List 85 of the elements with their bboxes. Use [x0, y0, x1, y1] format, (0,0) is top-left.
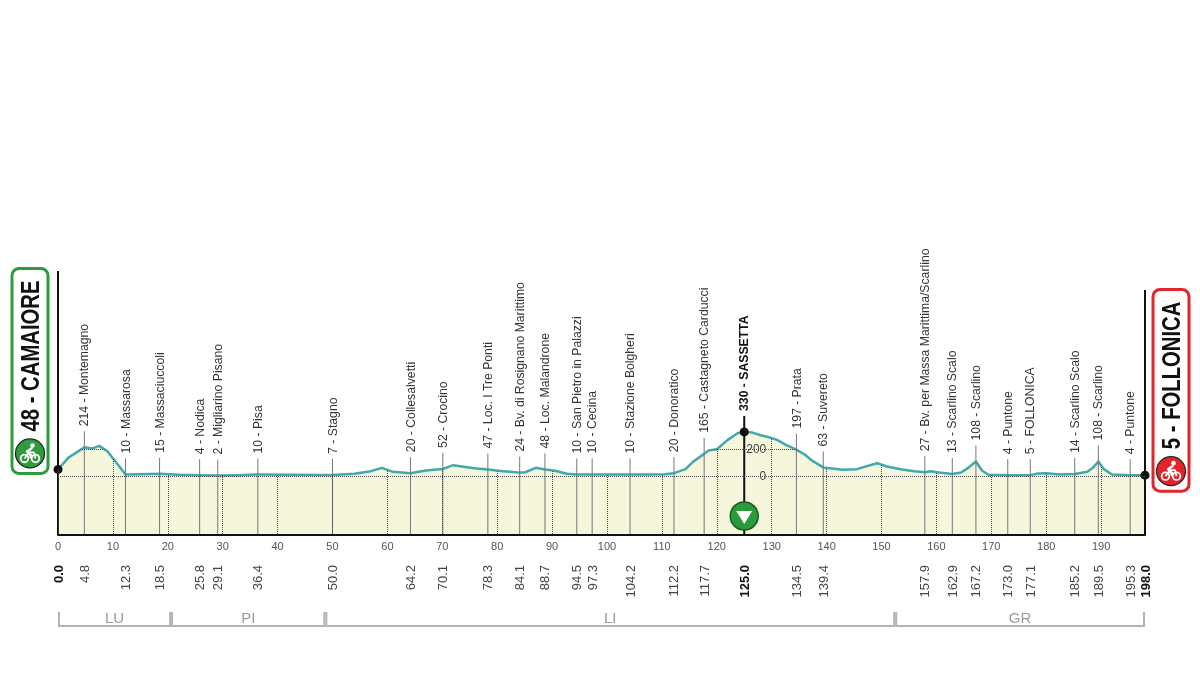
- x2-tick-label: 97.3: [584, 565, 600, 591]
- annotation: 47 - Loc. I Tre Ponti: [480, 341, 496, 449]
- annotation: 108 - Scarlino: [968, 365, 984, 441]
- x2-tick-label: 50.0: [324, 565, 340, 591]
- x-tick-label: 170: [982, 539, 1001, 552]
- annotation: 330 - SASSETTA: [737, 315, 752, 411]
- annotation: 27 - Bv. per Massa Marittima/Scarlino: [917, 248, 933, 452]
- annotation: 214 - Montemagno: [77, 323, 92, 427]
- x2-tick-label: 162.9: [944, 565, 960, 598]
- x2-tick-label: 94.5: [569, 565, 585, 591]
- x-tick-label: 40: [271, 539, 284, 552]
- x-tick-label: 50: [326, 539, 339, 552]
- x2-tick-label: 104.2: [622, 565, 638, 598]
- annotation: 10 - San Pietro in Palazzi: [569, 316, 585, 454]
- x2-tick-label: 0.0: [50, 565, 66, 584]
- x2-tick-label: 134.5: [788, 565, 804, 598]
- annotation: 13 - Scarlino Scalo: [945, 350, 960, 454]
- x-tick-label: 150: [872, 539, 891, 552]
- x2-tick-label: 177.1: [1022, 565, 1038, 598]
- x2-tick-label: 157.9: [917, 565, 933, 598]
- x-tick-label: 130: [762, 539, 781, 552]
- x-tick-label: 80: [491, 539, 504, 552]
- annotation: 14 - Scarlino Scalo: [1067, 350, 1082, 453]
- x2-tick-label: 36.4: [250, 565, 266, 591]
- annotation: 48 - CAMAIORE: [15, 280, 45, 432]
- annotation: 108 - Scarlino: [1091, 365, 1106, 441]
- annotation: 20 - Collesalvetti: [403, 361, 418, 453]
- x-tick-label: 180: [1037, 539, 1056, 552]
- annotation: 7 - Stagno: [325, 397, 340, 454]
- x-tick-label: 90: [545, 539, 559, 552]
- y-tick-label: 200: [746, 442, 767, 457]
- annotation: 2 - Migliarino Pisano: [210, 343, 225, 455]
- text: LU: [104, 608, 125, 626]
- x2-tick-label: 112.2: [666, 565, 682, 597]
- x2-tick-label: 125.0: [736, 565, 752, 598]
- x2-tick-label: 84.1: [512, 565, 528, 591]
- annotation: 5 - FOLLONICA: [1156, 301, 1186, 450]
- annotation: 10 - Massarosa: [118, 368, 133, 454]
- annotation: 52 - Crocino: [435, 381, 451, 448]
- annotation: 24 - Bv. di Rosignano Marittimo: [512, 282, 527, 452]
- x-tick-label: 10: [106, 539, 120, 552]
- annotation: 15 - Massaciuccoli: [152, 352, 167, 453]
- text: PI: [241, 608, 256, 626]
- x2-tick-label: 70.1: [435, 565, 451, 591]
- x2-tick-label: 64.2: [402, 565, 418, 591]
- x2-tick-label: 25.8: [192, 565, 208, 591]
- x2-tick-label: 117.7: [696, 565, 712, 597]
- x-tick-label: 30: [216, 539, 229, 552]
- annotation: 197 - Prata: [789, 367, 804, 429]
- x-tick-label: 110: [653, 539, 671, 552]
- x-tick-label: 160: [927, 539, 946, 552]
- x-tick-label: 0: [54, 539, 62, 552]
- annotation: 4 - Puntone: [1122, 391, 1138, 455]
- x2-tick-label: 195.3: [1122, 565, 1138, 598]
- x2-tick-label: 189.5: [1090, 565, 1106, 598]
- x2-tick-label: 185.2: [1067, 565, 1083, 598]
- x2-tick-label: 139.4: [815, 565, 831, 598]
- text: LI: [604, 608, 617, 626]
- x-tick-label: 120: [707, 539, 726, 552]
- x2-tick-label: 12.3: [118, 565, 134, 591]
- text: GR: [1008, 608, 1032, 626]
- x2-tick-label: 167.2: [968, 565, 984, 598]
- annotation: 63 - Suvereto: [816, 373, 831, 447]
- x2-tick-label: 18.5: [152, 565, 168, 591]
- annotation: 10 - Cecina: [584, 390, 600, 454]
- annotation: 165 - Castagneto Carducci: [696, 287, 712, 433]
- x-tick-label: 20: [161, 539, 174, 552]
- x2-tick-label: 4.8: [76, 565, 92, 584]
- annotation: 20 - Donoratico: [666, 368, 682, 453]
- x-tick-label: 60: [381, 539, 394, 552]
- x2-tick-label: 173.0: [1000, 565, 1016, 598]
- annotation: 48 - Loc. Malandrone: [537, 333, 553, 449]
- x-tick-label: 140: [817, 539, 836, 552]
- x2-tick-label: 29.1: [210, 565, 226, 591]
- annotation: 5 - FOLLONICA: [1023, 366, 1038, 455]
- x-tick-label: 190: [1091, 539, 1111, 552]
- annotation: 10 - Pisa: [250, 404, 266, 454]
- x2-tick-label: 198.0: [1137, 565, 1153, 598]
- x-tick-label: 70: [436, 539, 449, 552]
- annotation: 4 - Puntone: [1000, 391, 1015, 455]
- annotation: 10 - Stazione Bolgheri: [622, 333, 638, 454]
- annotation: 4 - Nodica: [192, 397, 207, 455]
- x2-tick-label: 88.7: [537, 565, 553, 591]
- x2-tick-label: 78.3: [480, 565, 496, 591]
- x-tick-label: 100: [597, 539, 617, 552]
